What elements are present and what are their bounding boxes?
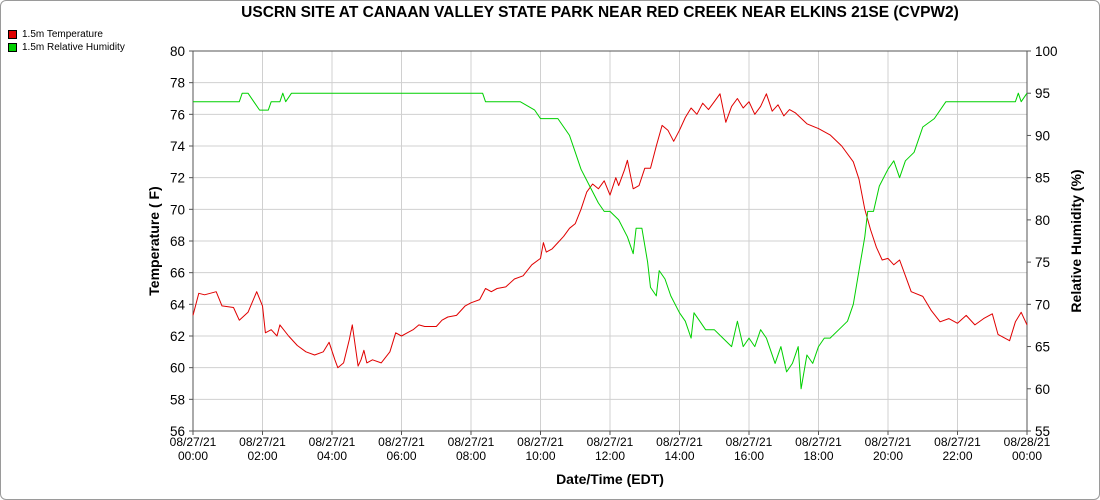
x-tick-time: 22:00: [942, 449, 972, 463]
x-tick-time: 10:00: [525, 449, 555, 463]
y-tick-label: 56: [170, 424, 185, 439]
x-tick-date: 08/27/21: [378, 435, 425, 449]
y2-tick-label: 90: [1035, 128, 1050, 143]
x-tick-time: 00:00: [178, 449, 208, 463]
series-line-humidity: [193, 92, 1028, 390]
x-tick-date: 08/27/21: [309, 435, 356, 449]
y-tick-label: 80: [170, 44, 185, 59]
y-axis-left: 56 58 60 62 64 66 68 70 72 74 76 78 80: [170, 44, 193, 439]
y2-tick-label: 100: [1035, 44, 1058, 59]
x-tick-date: 08/27/21: [934, 435, 981, 449]
y2-tick-label: 80: [1035, 213, 1050, 228]
y-tick-label: 74: [170, 139, 186, 154]
y-tick-label: 58: [170, 392, 185, 407]
x-axis-title: Date/Time (EDT): [556, 471, 664, 487]
x-tick-date: 08/27/21: [587, 435, 634, 449]
x-tick-time: 06:00: [386, 449, 416, 463]
x-tick-time: 02:00: [247, 449, 277, 463]
series-line-temperature: [192, 93, 1028, 369]
grid-layer: [192, 50, 1028, 432]
x-tick-date: 08/28/21: [1004, 435, 1051, 449]
y2-tick-label: 70: [1035, 297, 1050, 312]
y2-tick-label: 75: [1035, 255, 1050, 270]
y2-axis-title: Relative Humidity (%): [1068, 169, 1084, 312]
y-tick-label: 70: [170, 202, 185, 217]
y-tick-label: 78: [170, 76, 185, 91]
y2-tick-label: 55: [1035, 424, 1050, 439]
y-tick-label: 66: [170, 266, 185, 281]
x-axis: 08/27/2100:0008/27/2102:0008/27/2104:000…: [170, 431, 1051, 463]
legend-swatch-temperature: [8, 30, 17, 39]
y-tick-label: 68: [170, 234, 185, 249]
y-axis-right: 55 60 65 70 75 80 85 90 95 100: [1027, 44, 1058, 439]
x-tick-date: 08/27/21: [517, 435, 564, 449]
x-tick-time: 04:00: [317, 449, 347, 463]
legend-label-humidity: 1.5m Relative Humidity: [22, 42, 125, 53]
legend-swatch-humidity: [8, 43, 17, 52]
x-tick-time: 16:00: [734, 449, 764, 463]
y-axis-title: Temperature ( F): [146, 186, 162, 295]
y-tick-label: 62: [170, 329, 185, 344]
x-tick-time: 14:00: [664, 449, 694, 463]
x-tick-time: 12:00: [595, 449, 625, 463]
legend-label-temperature: 1.5m Temperature: [22, 29, 103, 40]
y2-tick-label: 85: [1035, 171, 1050, 186]
x-tick-date: 08/27/21: [170, 435, 217, 449]
y-tick-label: 64: [170, 297, 186, 312]
y-tick-label: 76: [170, 107, 185, 122]
chart-title: USCRN SITE AT CANAAN VALLEY STATE PARK N…: [241, 4, 959, 21]
series-layer: [192, 92, 1028, 390]
x-tick-date: 08/27/21: [656, 435, 703, 449]
legend-item-humidity: 1.5m Relative Humidity: [8, 41, 125, 54]
y-tick-label: 60: [170, 361, 185, 376]
x-tick-date: 08/27/21: [726, 435, 773, 449]
x-tick-date: 08/27/21: [448, 435, 495, 449]
x-tick-time: 18:00: [803, 449, 833, 463]
y2-tick-label: 95: [1035, 86, 1050, 101]
x-tick-date: 08/27/21: [239, 435, 286, 449]
y2-tick-label: 60: [1035, 382, 1050, 397]
y-tick-label: 72: [170, 171, 185, 186]
x-tick-date: 08/27/21: [795, 435, 842, 449]
x-tick-time: 08:00: [456, 449, 486, 463]
x-tick-time: 20:00: [873, 449, 903, 463]
legend: 1.5m Temperature 1.5m Relative Humidity: [8, 28, 125, 54]
y2-tick-label: 65: [1035, 340, 1050, 355]
legend-item-temperature: 1.5m Temperature: [8, 28, 125, 41]
x-tick-time: 00:00: [1012, 449, 1042, 463]
x-tick-date: 08/27/21: [865, 435, 912, 449]
